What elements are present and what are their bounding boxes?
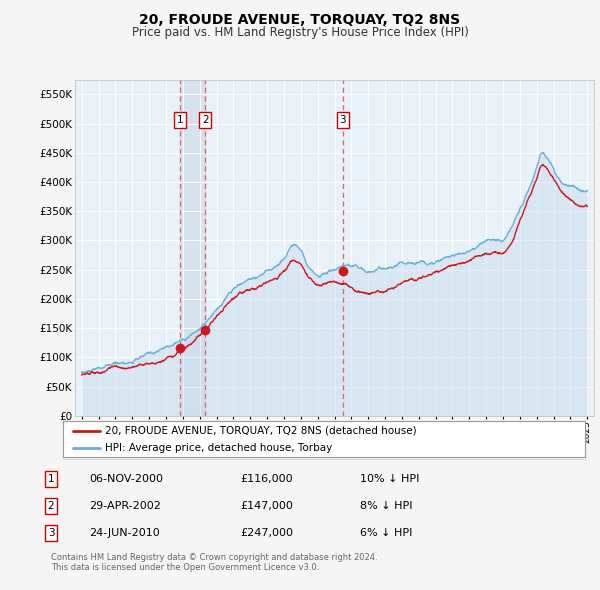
Text: 3: 3 <box>47 528 55 537</box>
Text: 2: 2 <box>202 115 208 125</box>
Text: 2: 2 <box>47 501 55 510</box>
Text: Price paid vs. HM Land Registry's House Price Index (HPI): Price paid vs. HM Land Registry's House … <box>131 26 469 39</box>
Text: £247,000: £247,000 <box>240 528 293 537</box>
Text: 29-APR-2002: 29-APR-2002 <box>89 501 161 510</box>
Text: £147,000: £147,000 <box>240 501 293 510</box>
Text: 8% ↓ HPI: 8% ↓ HPI <box>360 501 413 510</box>
Text: 3: 3 <box>339 115 346 125</box>
Text: 20, FROUDE AVENUE, TORQUAY, TQ2 8NS: 20, FROUDE AVENUE, TORQUAY, TQ2 8NS <box>139 13 461 27</box>
Text: Contains HM Land Registry data © Crown copyright and database right 2024.: Contains HM Land Registry data © Crown c… <box>51 553 377 562</box>
Text: 1: 1 <box>177 115 184 125</box>
Text: HPI: Average price, detached house, Torbay: HPI: Average price, detached house, Torb… <box>105 443 332 453</box>
Text: 6% ↓ HPI: 6% ↓ HPI <box>360 528 412 537</box>
Text: 1: 1 <box>47 474 55 484</box>
Text: 06-NOV-2000: 06-NOV-2000 <box>89 474 163 484</box>
Text: 24-JUN-2010: 24-JUN-2010 <box>89 528 160 537</box>
Text: £116,000: £116,000 <box>240 474 293 484</box>
Text: 20, FROUDE AVENUE, TORQUAY, TQ2 8NS (detached house): 20, FROUDE AVENUE, TORQUAY, TQ2 8NS (det… <box>105 426 416 436</box>
Text: 10% ↓ HPI: 10% ↓ HPI <box>360 474 419 484</box>
Bar <box>181 80 205 416</box>
Text: This data is licensed under the Open Government Licence v3.0.: This data is licensed under the Open Gov… <box>51 563 319 572</box>
